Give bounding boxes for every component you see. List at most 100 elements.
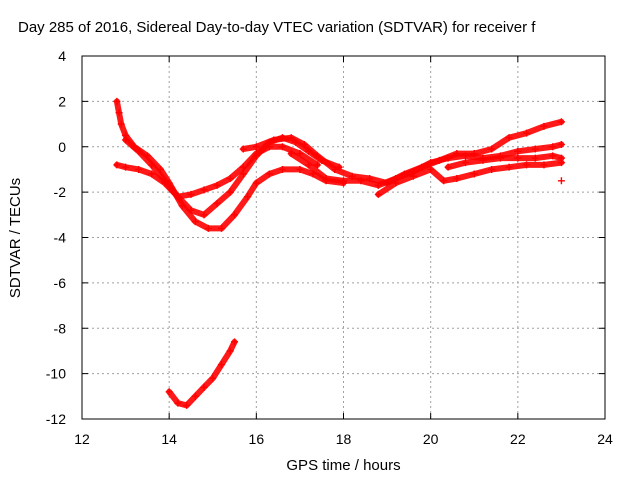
data-series bbox=[444, 152, 565, 171]
y-tick-label: -6 bbox=[54, 275, 67, 291]
data-point-marker bbox=[300, 140, 308, 148]
data-point-marker bbox=[313, 152, 321, 160]
series-layer bbox=[113, 97, 565, 409]
x-tick-label: 12 bbox=[74, 431, 90, 447]
data-point-marker bbox=[135, 165, 143, 173]
data-point-marker bbox=[200, 211, 208, 219]
data-point-marker bbox=[217, 224, 225, 232]
chart-title: Day 285 of 2016, Sidereal Day-to-day VTE… bbox=[18, 19, 536, 36]
data-point-marker bbox=[531, 145, 539, 153]
data-point-marker bbox=[392, 179, 400, 187]
data-point-marker bbox=[191, 218, 199, 226]
data-point-marker bbox=[505, 134, 513, 142]
data-point-marker bbox=[287, 150, 295, 158]
data-point-marker bbox=[239, 145, 247, 153]
data-point-marker bbox=[226, 175, 234, 183]
data-point-marker bbox=[252, 152, 260, 160]
data-point-marker bbox=[135, 147, 143, 155]
data-point-marker bbox=[488, 165, 496, 173]
data-point-marker bbox=[496, 154, 504, 162]
data-point-marker bbox=[462, 152, 470, 160]
data-point-marker bbox=[470, 170, 478, 178]
data-point-marker bbox=[226, 347, 234, 355]
data-point-marker bbox=[239, 170, 247, 178]
data-point-marker bbox=[557, 118, 565, 126]
data-point-marker bbox=[122, 136, 130, 144]
x-tick-label: 18 bbox=[336, 431, 352, 447]
data-point-marker bbox=[252, 143, 260, 151]
y-tick-labels: -12 -10 -8 -6 -4 -2 0 2 4 bbox=[46, 48, 66, 427]
y-tick-label: -10 bbox=[46, 366, 66, 382]
data-point-marker bbox=[462, 159, 470, 167]
data-point-marker bbox=[357, 177, 365, 185]
data-point-marker bbox=[340, 177, 347, 185]
x-tick-labels: 12 14 16 18 20 22 24 bbox=[74, 431, 613, 447]
y-tick-label: -2 bbox=[54, 184, 67, 200]
data-point-marker bbox=[213, 181, 221, 189]
x-axis-label: GPS time / hours bbox=[286, 457, 400, 474]
data-point-marker bbox=[313, 161, 321, 169]
data-point-marker bbox=[523, 129, 531, 137]
data-point-marker bbox=[200, 186, 208, 194]
axis-ticks bbox=[81, 55, 606, 420]
y-axis-label: SDTVAR / TECUs bbox=[7, 178, 24, 298]
data-point-marker bbox=[514, 154, 522, 162]
y-tick-label: 0 bbox=[58, 139, 66, 155]
data-point-marker bbox=[148, 161, 156, 169]
data-point-marker bbox=[427, 165, 435, 173]
data-point-marker bbox=[374, 181, 382, 189]
data-point-marker bbox=[113, 161, 121, 169]
data-point-marker bbox=[540, 161, 548, 169]
data-point-marker bbox=[444, 154, 452, 162]
data-point-marker bbox=[122, 163, 130, 171]
data-point-marker bbox=[444, 163, 452, 171]
x-tick-label: 16 bbox=[249, 431, 265, 447]
data-point-marker bbox=[174, 193, 182, 201]
data-point-marker bbox=[187, 190, 195, 198]
data-point-marker bbox=[549, 143, 557, 151]
data-point-marker bbox=[479, 156, 487, 164]
data-point-marker bbox=[265, 170, 273, 178]
y-tick-label: 2 bbox=[58, 93, 66, 109]
data-point-marker bbox=[174, 399, 182, 407]
data-point-marker bbox=[231, 211, 239, 219]
data-point-marker bbox=[488, 145, 496, 153]
data-point-marker bbox=[213, 199, 221, 207]
data-point-marker bbox=[549, 152, 557, 160]
x-tick-label: 14 bbox=[161, 431, 177, 447]
data-point-marker bbox=[148, 170, 156, 178]
data-point-marker bbox=[204, 224, 212, 232]
data-point-marker bbox=[183, 401, 191, 409]
data-point-marker bbox=[505, 163, 513, 171]
y-tick-label: 4 bbox=[58, 48, 66, 64]
grid-lines bbox=[82, 56, 605, 419]
y-tick-label: -4 bbox=[54, 230, 67, 246]
data-series bbox=[374, 159, 565, 198]
data-point-marker bbox=[531, 154, 539, 162]
data-point-marker bbox=[557, 140, 565, 148]
data-point-marker bbox=[217, 361, 225, 369]
data-point-marker bbox=[226, 188, 234, 196]
data-point-marker bbox=[557, 177, 565, 185]
data-series bbox=[165, 338, 239, 409]
data-point-marker bbox=[113, 97, 121, 105]
series-curve bbox=[113, 143, 321, 200]
series-curve bbox=[375, 159, 565, 198]
data-point-marker bbox=[278, 165, 286, 173]
data-point-marker bbox=[287, 134, 295, 142]
data-point-marker bbox=[540, 122, 548, 130]
y-tick-label: -12 bbox=[46, 411, 66, 427]
data-point-marker bbox=[115, 109, 123, 117]
x-tick-label: 20 bbox=[423, 431, 439, 447]
x-tick-label: 22 bbox=[510, 431, 526, 447]
data-point-marker bbox=[278, 143, 286, 151]
data-point-marker bbox=[244, 193, 252, 201]
data-point-marker bbox=[161, 177, 169, 185]
data-point-marker bbox=[322, 175, 330, 183]
data-point-marker bbox=[209, 374, 217, 382]
data-series bbox=[557, 177, 565, 185]
data-point-marker bbox=[296, 165, 304, 173]
y-tick-label: -8 bbox=[54, 320, 67, 336]
data-point-marker bbox=[305, 161, 313, 169]
